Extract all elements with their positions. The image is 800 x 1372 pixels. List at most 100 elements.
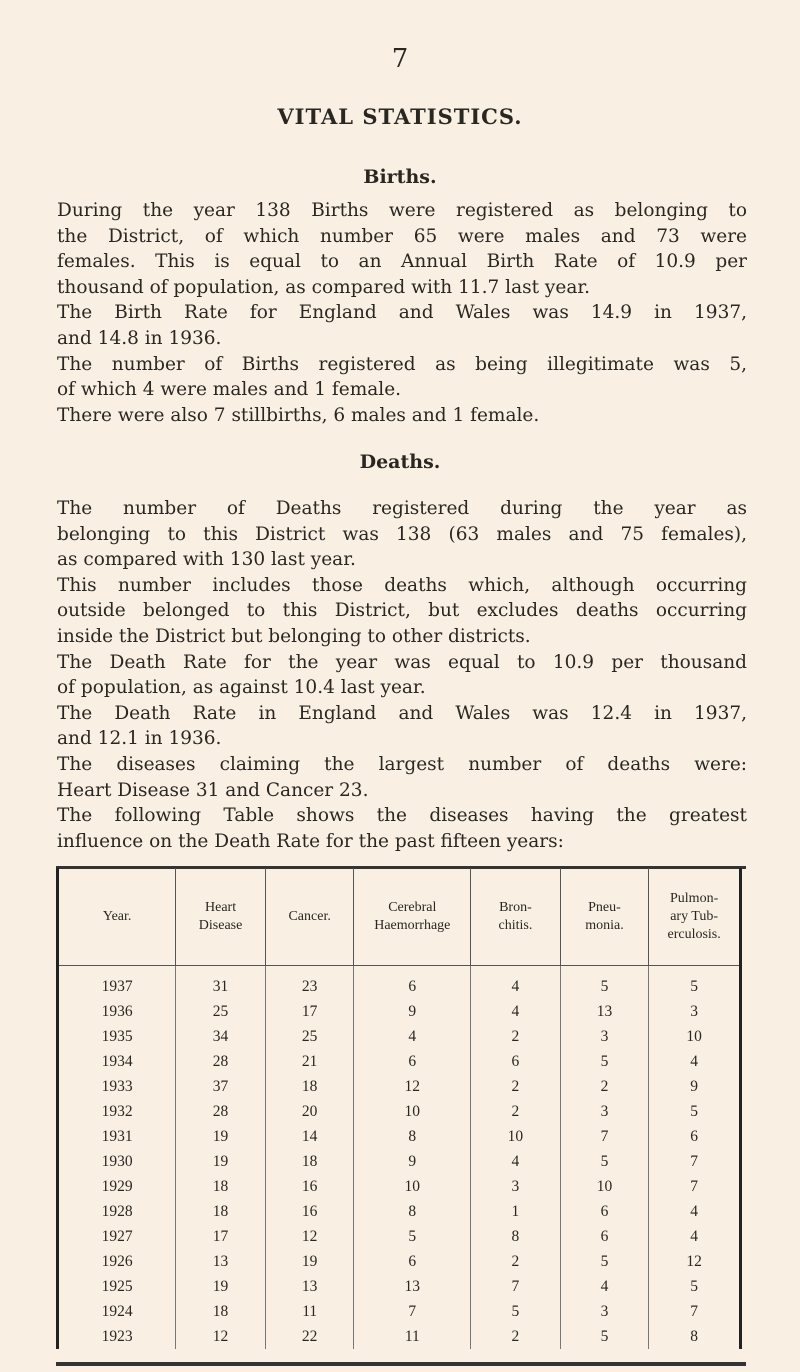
table-cell: 6 <box>353 965 471 999</box>
table-cell: 6 <box>559 1224 649 1249</box>
text-line: of population, as against 10.4 last year… <box>57 677 426 699</box>
table-cell: 18 <box>175 1174 266 1199</box>
table-cell: 19 <box>264 1249 354 1274</box>
table-cell: 5 <box>559 1049 649 1074</box>
table-cell: 28 <box>175 1099 266 1124</box>
column-header-text: Cerebral <box>388 899 437 915</box>
table-cell: 7 <box>648 1299 741 1324</box>
table-cell: 19 <box>175 1149 266 1174</box>
table-row: 1925 19 13 13 7 4 5 <box>58 1274 741 1299</box>
table-cell: 21 <box>264 1049 354 1074</box>
table-cell: 1929 <box>101 1177 133 1195</box>
text-line: During the year 138 Births were register… <box>57 200 747 221</box>
table-cell: 4 <box>648 1224 741 1249</box>
table-row: 1935 34 25 4 2 3 10 <box>58 1024 741 1049</box>
table-cell: 1 <box>470 1199 561 1224</box>
table-cell: 25 <box>175 999 266 1024</box>
table-cell: 16 <box>264 1174 354 1199</box>
text-line: inside the District but belonging to oth… <box>57 625 531 647</box>
table-cell: 13 <box>353 1274 471 1299</box>
table-cell: 9 <box>648 1074 741 1099</box>
table-cell: 6 <box>559 1199 649 1224</box>
deaths-text: The number of Deaths registered during t… <box>57 496 747 854</box>
table-cell: 5 <box>559 965 649 999</box>
column-header: Cancer. <box>264 868 354 966</box>
table-cell: 13 <box>175 1249 266 1274</box>
table-cell: 1925 <box>101 1277 133 1295</box>
table-cell: 12 <box>648 1249 741 1274</box>
table-cell: 37 <box>175 1074 266 1099</box>
table-cell: 5 <box>559 1249 649 1274</box>
text-line: and 14.8 in 1936. <box>57 327 222 349</box>
table-cell: 19 <box>175 1124 266 1149</box>
table-bottom-rule <box>56 1362 746 1366</box>
table-cell: 14 <box>264 1124 354 1149</box>
table-cell: 4 <box>648 1049 741 1074</box>
text-line: as compared with 130 last year. <box>57 549 356 571</box>
table-cell: 1926 <box>101 1252 133 1270</box>
table-cell: 20 <box>264 1099 354 1124</box>
table-cell: 18 <box>264 1074 354 1099</box>
table-cell: 1937 <box>101 977 133 995</box>
text-line: outside belonged to this District, but e… <box>57 600 747 622</box>
table-cell: 5 <box>353 1224 471 1249</box>
table-row: 1936 25 17 9 4 13 3 <box>58 999 741 1024</box>
table-cell: 5 <box>648 1274 741 1299</box>
table-row: 1934 28 21 6 6 5 4 <box>58 1049 741 1074</box>
table-row: 1929 18 16 10 3 10 7 <box>58 1174 741 1199</box>
table-cell: 6 <box>353 1049 471 1074</box>
table-row: 1937 31 23 6 4 5 5 <box>58 965 741 999</box>
table-cell: 10 <box>353 1099 471 1124</box>
table-cell: 5 <box>559 1324 649 1349</box>
text-line: Heart Disease 31 and Cancer 23. <box>57 779 369 801</box>
table-cell: 1927 <box>101 1227 133 1245</box>
deaths-table: Year. Heart Disease Cancer. Cerebral Haemorrh… <box>56 868 742 1349</box>
table-cell: 1934 <box>101 1052 133 1070</box>
table-cell: 3 <box>559 1099 649 1124</box>
table-cell: 2 <box>559 1074 649 1099</box>
table-cell: 4 <box>353 1024 471 1049</box>
text-line: the District, of which number 65 were ma… <box>57 225 747 247</box>
table-cell: 16 <box>264 1199 354 1224</box>
column-header: Pneu-monia. <box>559 868 649 966</box>
table-row: 1931 19 14 8 10 7 6 <box>58 1124 741 1149</box>
table-cell: 1924 <box>101 1302 133 1320</box>
column-header-text: chitis. <box>498 917 533 933</box>
table-cell: 17 <box>175 1224 266 1249</box>
table-cell: 13 <box>264 1274 354 1299</box>
column-header-text: monia. <box>585 917 624 933</box>
table-cell: 18 <box>264 1149 354 1174</box>
table-cell: 17 <box>264 999 354 1024</box>
births-text: During the year 138 Births were register… <box>57 198 747 428</box>
table-cell: 9 <box>353 999 471 1024</box>
table-row: 1930 19 18 9 4 5 7 <box>58 1149 741 1174</box>
table-cell: 5 <box>648 965 741 999</box>
table-cell: 18 <box>175 1199 266 1224</box>
table-cell: 13 <box>559 999 649 1024</box>
table-cell: 7 <box>353 1299 471 1324</box>
table-cell: 2 <box>470 1324 561 1349</box>
table-cell: 6 <box>648 1124 741 1149</box>
table-cell: 22 <box>264 1324 354 1349</box>
table-cell: 1936 <box>101 1002 133 1020</box>
text-line: thousand of population, as compared with… <box>57 276 591 298</box>
table-cell: 4 <box>470 999 561 1024</box>
text-line: belonging to this District was 138 (63 m… <box>57 523 747 545</box>
table-cell: 1923 <box>101 1327 133 1345</box>
table-row: 1928 18 16 8 1 6 4 <box>58 1199 741 1224</box>
column-header-text: Pneu- <box>588 899 621 915</box>
text-line: influence on the Death Rate for the past… <box>57 830 564 852</box>
table-cell: 5 <box>648 1099 741 1124</box>
table-cell: 1930 <box>101 1152 133 1170</box>
table-cell: 5 <box>559 1149 649 1174</box>
table-cell: 1932 <box>101 1102 133 1120</box>
table-cell: 31 <box>175 965 266 999</box>
table-cell: 11 <box>264 1299 354 1324</box>
text-line: This number includes those deaths which,… <box>57 574 747 596</box>
table-cell: 3 <box>559 1299 649 1324</box>
page-title: VITAL STATISTICS. <box>277 104 523 129</box>
table-cell: 28 <box>175 1049 266 1074</box>
births-heading: Births. <box>363 166 437 188</box>
column-header-text: Cancer. <box>288 908 331 924</box>
table-cell: 11 <box>353 1324 471 1349</box>
